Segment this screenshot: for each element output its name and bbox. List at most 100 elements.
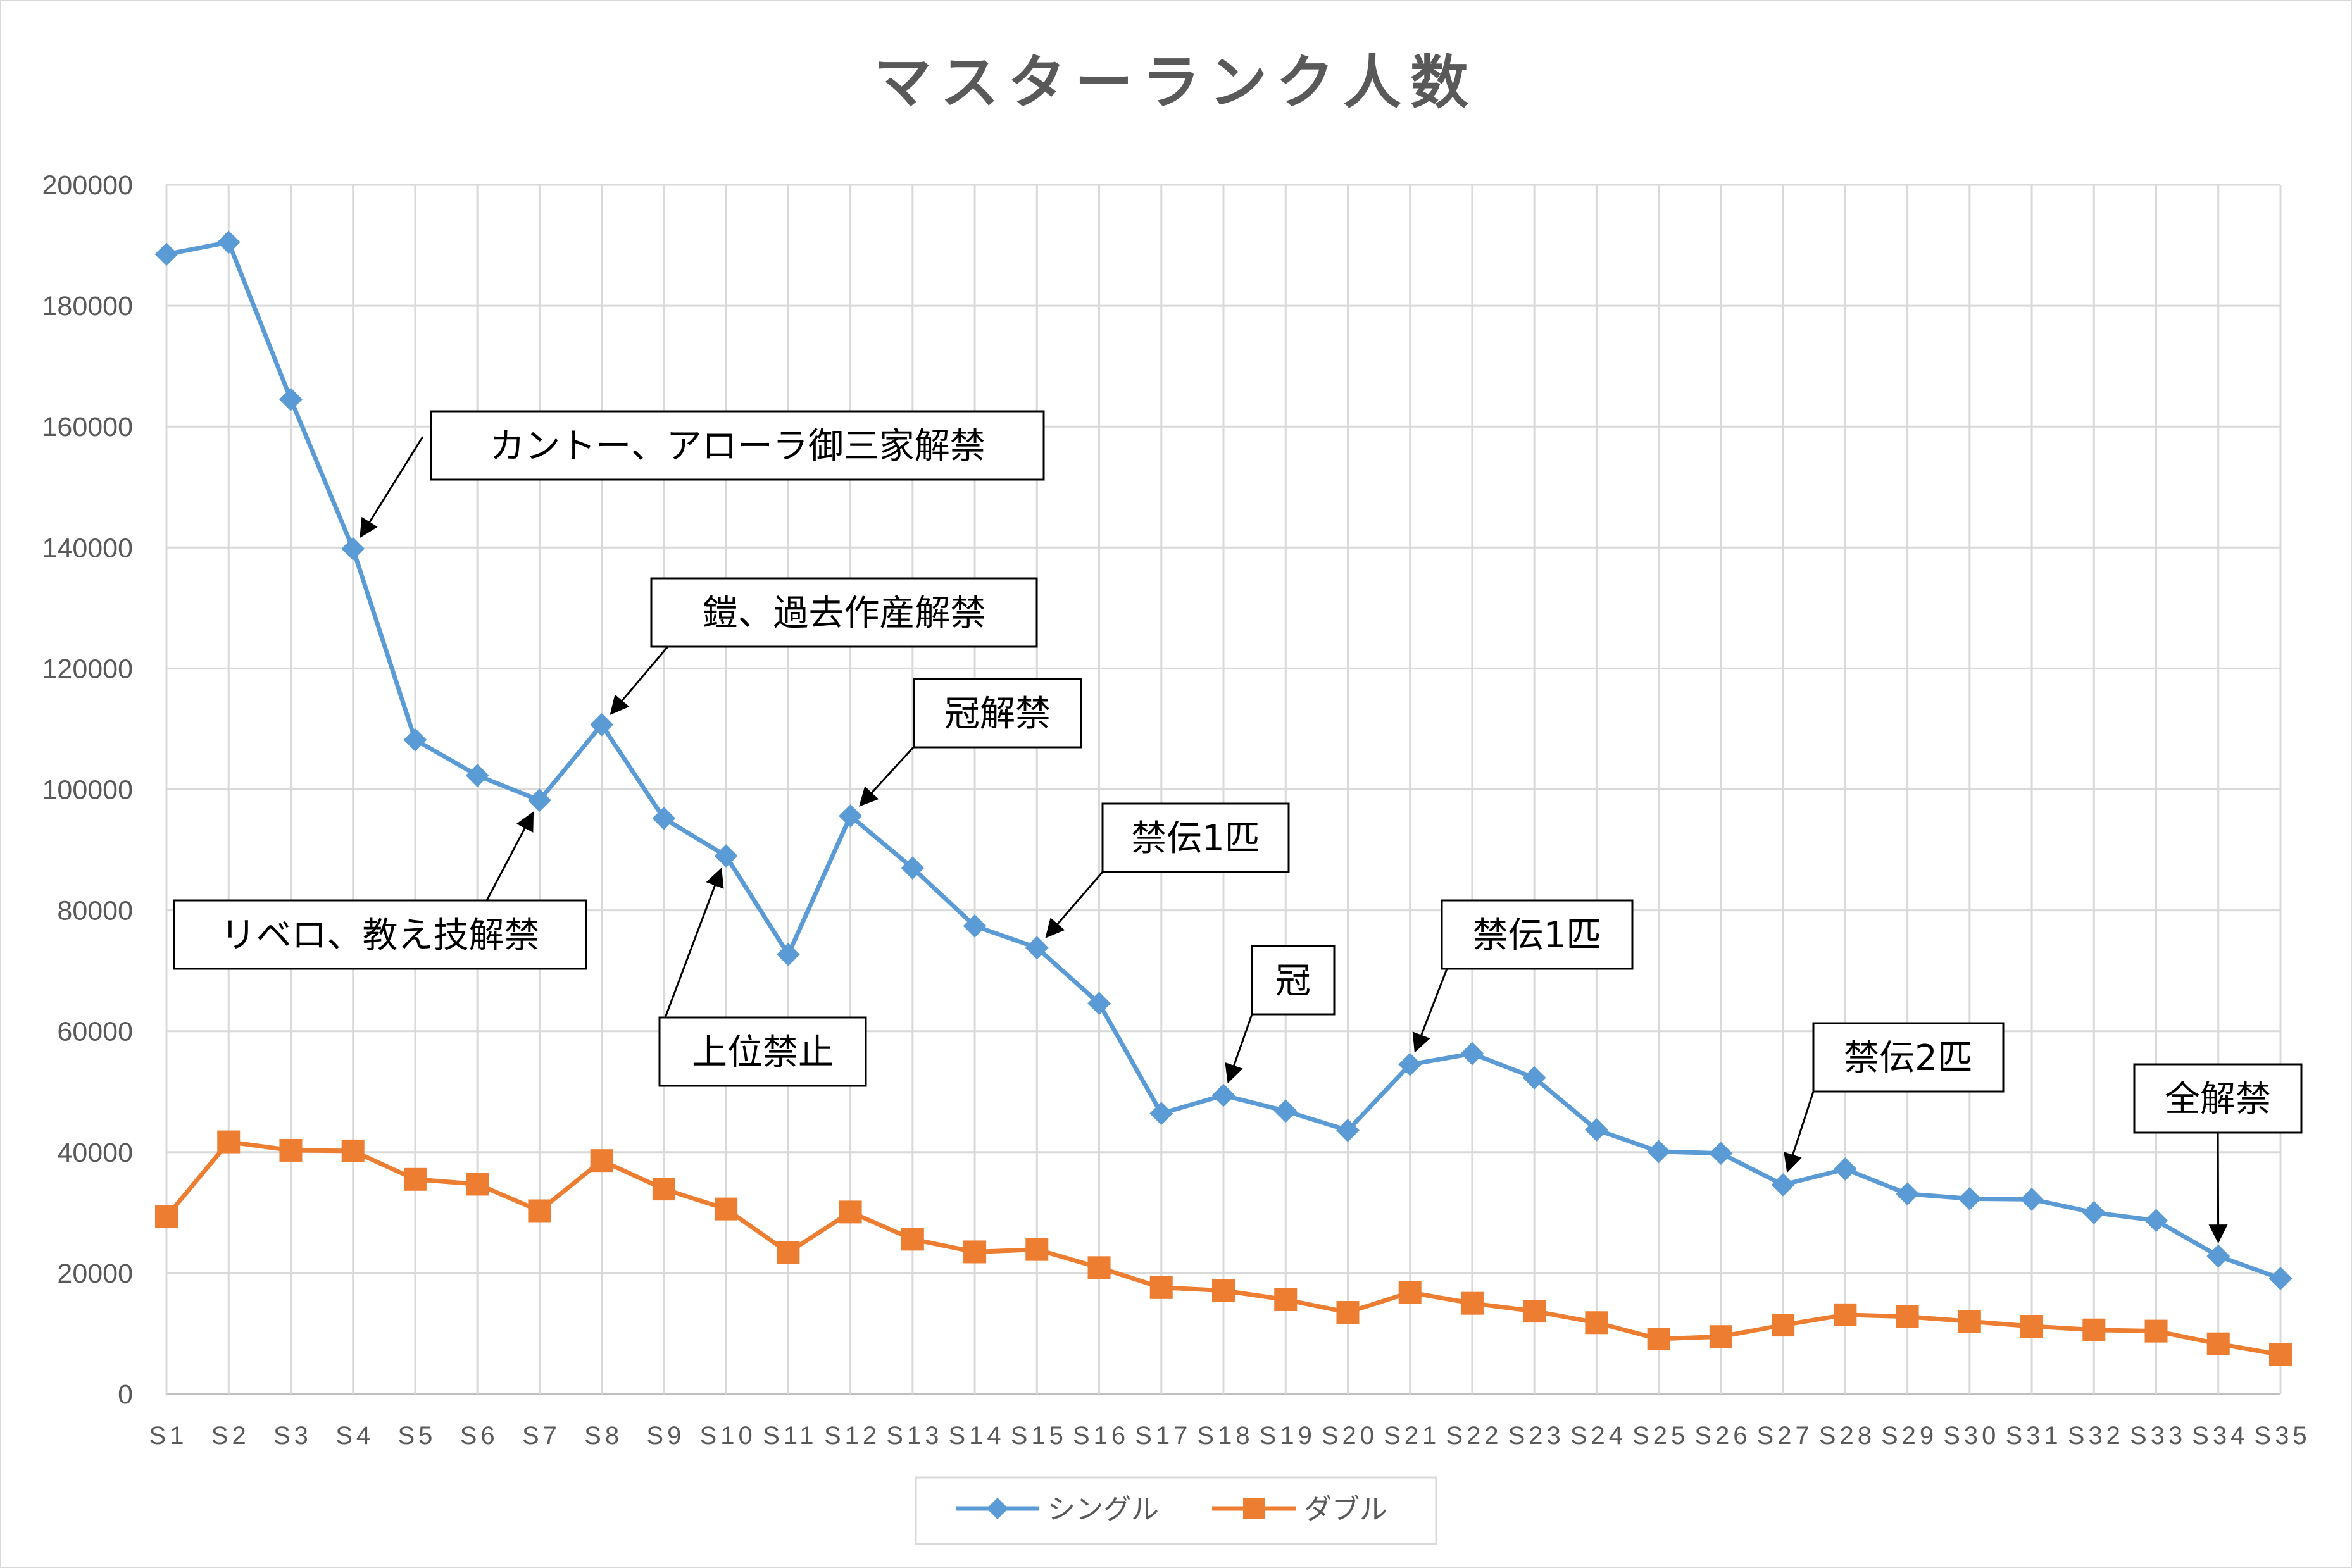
annotation-label: 鎧、過去作産解禁 [703,593,986,634]
legend-marker [987,1498,1008,1519]
x-tick-label: S32 [2068,1422,2124,1450]
x-tick-label: S1 [149,1422,188,1450]
y-tick-label: 200000 [42,170,134,201]
x-tick-label: S23 [1508,1422,1565,1450]
annotation-label: リベロ、教え技解禁 [221,915,540,956]
data-point [1212,1279,1235,1302]
annotation-callout: 冠 [1225,945,1336,1084]
legend: シングル ダブル [915,1476,1437,1545]
data-point [1149,1276,1173,1299]
x-tick-label: S8 [584,1422,623,1450]
data-point [1584,1118,1608,1142]
annotation-label: 禁伝1匹 [1473,915,1602,956]
x-tick-label: S17 [1135,1422,1191,1450]
data-point [1522,1066,1546,1090]
annotation-box [430,410,1045,481]
data-point [1647,1140,1671,1164]
x-tick-label: S3 [273,1422,312,1450]
data-point [1896,1182,1920,1206]
data-point [715,1197,738,1221]
annotation-box [1101,802,1290,873]
annotation-box [1441,899,1634,970]
data-point [2206,1244,2230,1268]
annotation-callout: 鎧、過去作産解禁 [610,577,1038,715]
data-point [2268,1267,2293,1290]
x-tick-label: S33 [2130,1422,2186,1450]
data-point [1274,1288,1298,1311]
data-point [1709,1325,1732,1348]
y-tick-label: 40000 [57,1138,133,1168]
data-point [1772,1314,1795,1337]
data-point [2020,1187,2044,1211]
x-tick-label: S31 [2005,1422,2061,1450]
annotation-label: 冠 [1275,961,1311,1002]
y-tick-label: 160000 [42,412,134,442]
data-point [279,1138,303,1162]
x-tick-label: S20 [1322,1422,1378,1450]
data-point [528,1199,551,1223]
x-tick-label: S4 [335,1422,374,1450]
data-point [341,1139,365,1162]
y-tick-label: 100000 [42,775,134,806]
annotation-box [1251,945,1336,1016]
x-tick-label: S22 [1446,1422,1502,1450]
data-point [527,788,551,812]
y-axis-ticks: 0 20000 40000 60000 80000 100000 120000 140000 1… [42,170,134,1410]
x-tick-label: S19 [1260,1422,1316,1450]
x-tick-label: S10 [700,1422,756,1450]
annotation-arrow [859,745,915,807]
series-single [154,230,2293,1290]
data-point [403,1167,427,1191]
data-point [1398,1052,1422,1076]
data-point [1025,936,1049,960]
gridlines [165,184,2282,1395]
data-point [1273,1099,1298,1123]
x-tick-label: S29 [1881,1422,1937,1450]
annotation-arrow [485,811,534,901]
data-point [2144,1209,2168,1233]
data-point [2269,1343,2292,1366]
data-point [1211,1083,1235,1107]
data-point [839,804,863,828]
data-point [1833,1157,1857,1181]
annotation-box [2133,1063,2303,1134]
series-layer [154,230,2293,1366]
x-tick-label: S28 [1819,1422,1875,1450]
data-point [1460,1042,1484,1066]
annotation-callout: 冠解禁 [859,678,1082,807]
data-point [2144,1319,2168,1343]
data-point [777,1241,800,1264]
data-point [466,1173,489,1196]
annotation-box [650,577,1038,648]
data-point [1834,1303,1857,1326]
legend-item-double: ダブル [1212,1493,1387,1526]
data-point [652,1178,675,1201]
annotation-arrow [360,436,424,538]
x-tick-label: S5 [397,1422,436,1450]
annotation-label: カントー、アローラ御三家解禁 [489,426,985,467]
annotation-callout: 全解禁 [2133,1063,2303,1244]
data-point [2206,1332,2230,1355]
legend-label: ダブル [1304,1493,1387,1526]
x-tick-label: S16 [1073,1422,1129,1450]
x-tick-label: S9 [646,1422,685,1450]
annotation-box [173,899,587,970]
data-point [216,230,241,254]
data-point [465,764,489,787]
data-point [1709,1142,1733,1166]
legend-label: シングル [1048,1493,1159,1526]
legend-marker [1243,1498,1265,1519]
y-tick-label: 180000 [42,291,134,321]
data-point [1087,992,1111,1016]
x-tick-label: S26 [1694,1422,1751,1450]
x-tick-label: S21 [1384,1422,1440,1450]
data-point [1647,1328,1670,1351]
annotation-label: 上位禁止 [692,1032,834,1073]
data-point [714,844,738,868]
y-tick-label: 120000 [42,654,134,684]
annotation-arrow [1412,968,1448,1053]
data-point [1087,1256,1111,1279]
x-tick-label: S34 [2192,1422,2248,1450]
